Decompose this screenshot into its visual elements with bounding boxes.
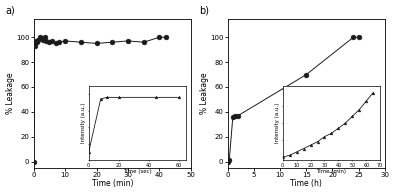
Point: [38, 37, 45, 40]
Point: [46, 41, 53, 44]
Point: [37, 36, 43, 39]
Point: [350, 36, 357, 39]
Point: [43, 39, 49, 42]
Point: [156, 36, 163, 39]
Point: [41, 36, 48, 39]
Y-axis label: % Leakage: % Leakage: [6, 72, 15, 114]
Point: [229, 115, 236, 118]
Point: [163, 36, 169, 39]
Y-axis label: % Leakage: % Leakage: [199, 72, 209, 114]
Point: [62, 39, 68, 42]
Point: [35, 38, 41, 41]
Point: [226, 159, 232, 162]
Text: a): a): [5, 6, 15, 16]
Point: [356, 36, 362, 39]
Point: [224, 160, 231, 163]
Point: [49, 39, 56, 42]
X-axis label: Time (h): Time (h): [290, 179, 322, 188]
Point: [53, 42, 59, 45]
Point: [40, 38, 46, 41]
Point: [30, 160, 37, 163]
Text: b): b): [199, 6, 209, 16]
Point: [31, 44, 38, 48]
Point: [93, 42, 100, 45]
Point: [125, 39, 131, 42]
Point: [109, 41, 115, 44]
Point: [34, 41, 40, 44]
Point: [32, 42, 38, 45]
X-axis label: Time (min): Time (min): [92, 179, 133, 188]
Point: [303, 73, 309, 76]
Point: [141, 41, 147, 44]
Point: [56, 41, 62, 44]
Point: [78, 41, 84, 44]
Point: [33, 39, 39, 42]
Point: [232, 114, 239, 117]
Point: [235, 114, 241, 117]
